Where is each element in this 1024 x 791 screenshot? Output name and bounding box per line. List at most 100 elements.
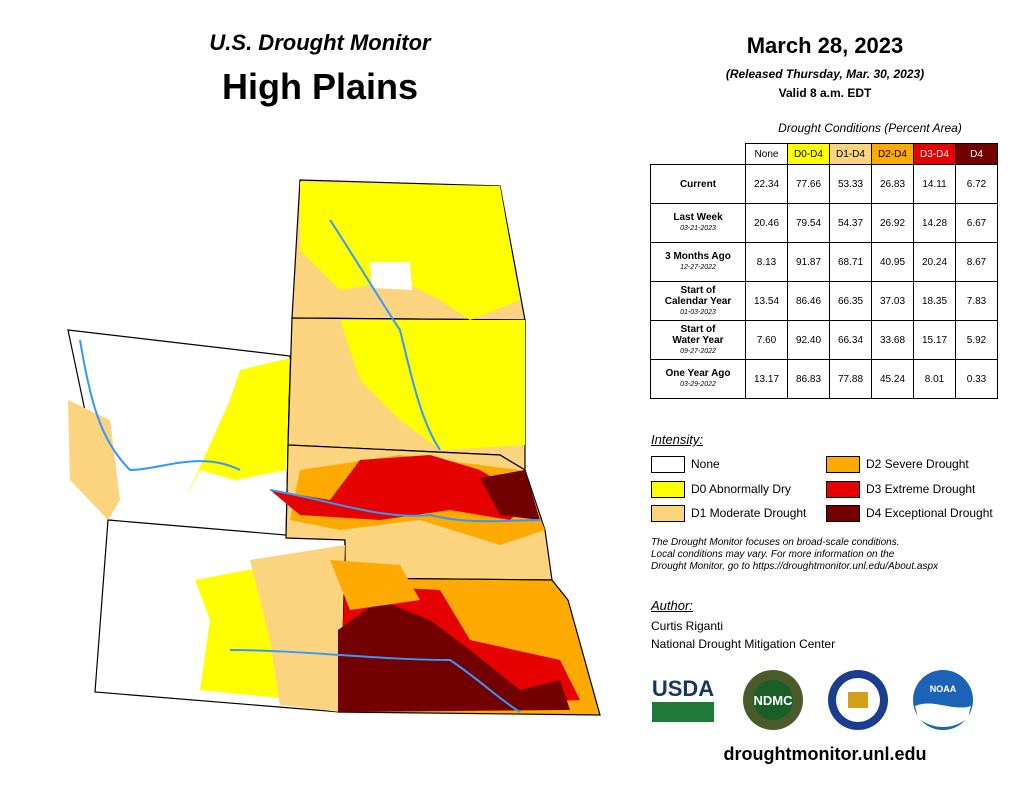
table-value: 8.67 bbox=[955, 242, 998, 282]
table-value: 26.83 bbox=[871, 164, 914, 204]
table-row: 3 Months Ago 12-27-2022 8.13 91.87 68.71 40.9… bbox=[650, 242, 998, 282]
table-value: 8.13 bbox=[745, 242, 788, 282]
author-line: National Drought Mitigation Center bbox=[651, 637, 836, 651]
table-value: 54.37 bbox=[829, 203, 872, 243]
table-value: 0.33 bbox=[955, 359, 998, 399]
table-value: 14.11 bbox=[913, 164, 956, 204]
table-value: 20.46 bbox=[745, 203, 788, 243]
d4-area bbox=[480, 470, 540, 520]
table-value: 79.54 bbox=[787, 203, 830, 243]
drought-areas bbox=[68, 182, 580, 712]
legend-swatch bbox=[826, 505, 860, 522]
table-value: 77.88 bbox=[829, 359, 872, 399]
legend-label: D0 Abnormally Dry bbox=[691, 482, 792, 496]
noaa-bird bbox=[915, 703, 971, 727]
d0-area bbox=[340, 320, 525, 450]
d1-area bbox=[250, 545, 345, 712]
legend-label: D3 Extreme Drought bbox=[866, 482, 976, 496]
row-label-line: Start of bbox=[680, 284, 716, 296]
legend-title: Intensity: bbox=[651, 432, 704, 447]
drought-map bbox=[67, 179, 601, 716]
legend-swatch bbox=[651, 505, 685, 522]
row-label-line: Last Week bbox=[673, 212, 723, 223]
note-line: Local conditions may vary. For more info… bbox=[651, 549, 895, 560]
author: Curtis Riganti National Drought Mitigatio… bbox=[651, 617, 835, 653]
d1-area bbox=[68, 400, 120, 520]
table-row: Start of Calendar Year 01-03-2023 13.54 86.4… bbox=[650, 281, 998, 321]
logo-ndmc: NDMC bbox=[754, 693, 794, 708]
table-value: 20.24 bbox=[913, 242, 956, 282]
legend-label: D4 Exceptional Drought bbox=[866, 506, 993, 520]
row-label: 3 Months Ago 12-27-2022 bbox=[650, 242, 746, 282]
d4-area bbox=[338, 600, 570, 712]
river bbox=[269, 489, 541, 523]
table-row: Current 22.34 77.66 53.33 26.83 14.11 6.72 bbox=[650, 164, 998, 204]
table-value: 45.24 bbox=[871, 359, 914, 399]
table-value: 13.54 bbox=[745, 281, 788, 321]
table-value: 68.71 bbox=[829, 242, 872, 282]
table-value: 86.46 bbox=[787, 281, 830, 321]
table-row: One Year Ago 03-29-2022 13.17 86.83 77.88 45.… bbox=[650, 359, 998, 399]
table-row: Last Week 03-21-2023 20.46 79.54 54.37 26.92 1… bbox=[650, 203, 998, 243]
released-date: (Released Thursday, Mar. 30, 2023) bbox=[725, 67, 925, 81]
note: The Drought Monitor focuses on broad-sca… bbox=[651, 537, 938, 573]
none-area bbox=[370, 262, 412, 290]
author-line: Curtis Riganti bbox=[651, 619, 724, 633]
row-label: Start of Water Year 09-27-2022 bbox=[650, 320, 746, 360]
legend-label: D1 Moderate Drought bbox=[691, 506, 807, 520]
row-label-line: Start of bbox=[680, 323, 716, 335]
table-value: 92.40 bbox=[787, 320, 830, 360]
subtitle: U.S. Drought Monitor bbox=[209, 30, 431, 55]
table-value: 7.60 bbox=[745, 320, 788, 360]
d2-area bbox=[330, 560, 420, 610]
header-row: None D0-D4 D1-D4 D2-D4 D3-D4 D4 bbox=[650, 143, 998, 165]
legend-swatch bbox=[651, 481, 685, 498]
row-label: Last Week 03-21-2023 bbox=[650, 203, 746, 243]
column-header: None bbox=[745, 143, 788, 165]
table-value: 66.35 bbox=[829, 281, 872, 321]
table-value: 22.34 bbox=[745, 164, 788, 204]
column-header: D2-D4 bbox=[871, 143, 914, 165]
table-value: 5.92 bbox=[955, 320, 998, 360]
row-label-line: One Year Ago bbox=[665, 368, 731, 379]
column-header: D1-D4 bbox=[829, 143, 872, 165]
author-heading: Author: bbox=[651, 598, 693, 613]
table-value: 14.28 bbox=[913, 203, 956, 243]
table-value: 53.33 bbox=[829, 164, 872, 204]
rivers bbox=[79, 219, 541, 713]
row-date: 01-03-2023 bbox=[680, 308, 716, 316]
table-value: 77.66 bbox=[787, 164, 830, 204]
table-row: Start of Water Year 09-27-2022 7.60 92.40 66.… bbox=[650, 320, 998, 360]
title: High Plains bbox=[221, 66, 419, 107]
row-date: 09-27-2022 bbox=[680, 347, 716, 355]
conditions-table: None D0-D4 D1-D4 D2-D4 D3-D4 D4 Current 22.34 77… bbox=[650, 143, 998, 399]
corner bbox=[650, 143, 746, 165]
row-date: 03-29-2022 bbox=[680, 381, 716, 388]
row-date: 12-27-2022 bbox=[680, 264, 716, 271]
table-value: 33.68 bbox=[871, 320, 914, 360]
legend-label: None bbox=[691, 457, 720, 471]
table-value: 15.17 bbox=[913, 320, 956, 360]
table-value: 6.72 bbox=[955, 164, 998, 204]
commerce-eagle bbox=[848, 692, 868, 708]
row-label: One Year Ago 03-29-2022 bbox=[650, 359, 746, 399]
url: droughtmonitor.unl.edu bbox=[723, 744, 927, 764]
table-value: 13.17 bbox=[745, 359, 788, 399]
d0-area bbox=[185, 358, 290, 500]
row-label-line: Current bbox=[679, 178, 717, 190]
column-header: D4 bbox=[955, 143, 998, 165]
table-caption: Drought Conditions (Percent Area) bbox=[778, 121, 962, 135]
legend-swatch bbox=[826, 481, 860, 498]
row-label-line: 3 Months Ago bbox=[665, 251, 731, 262]
row-label: Start of Calendar Year 01-03-2023 bbox=[650, 281, 746, 321]
valid-time: Valid 8 a.m. EDT bbox=[778, 86, 872, 100]
table-value: 91.87 bbox=[787, 242, 830, 282]
table-value: 26.92 bbox=[871, 203, 914, 243]
river bbox=[79, 339, 241, 472]
row-label-line: Water Year bbox=[672, 334, 724, 346]
river bbox=[229, 649, 521, 713]
table-value: 86.83 bbox=[787, 359, 830, 399]
table-value: 40.95 bbox=[871, 242, 914, 282]
table-value: 7.83 bbox=[955, 281, 998, 321]
usda-swoosh bbox=[652, 702, 714, 722]
